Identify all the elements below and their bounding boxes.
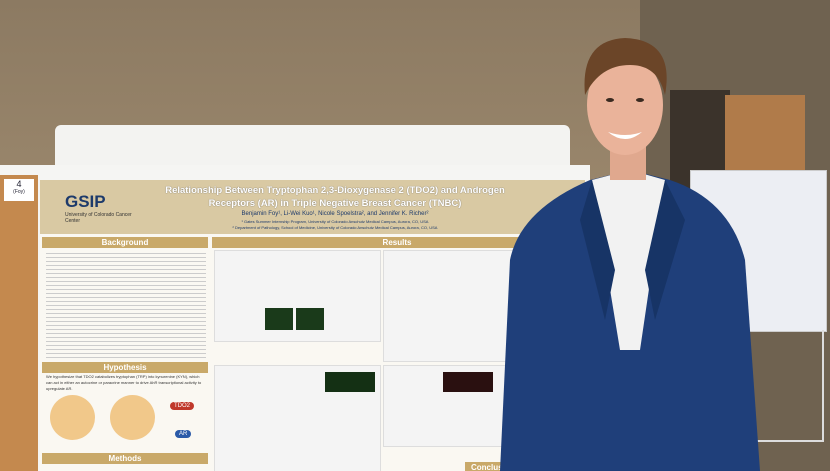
text-block <box>46 250 206 360</box>
diagram-label: AR <box>175 430 192 438</box>
poster-tube <box>55 125 570 170</box>
lapel <box>580 180 685 320</box>
authors: Benjamin Foy¹, Li-Wei Kuo¹, Nicole Spoel… <box>241 211 429 217</box>
section-header: Methods <box>42 453 208 464</box>
cell-illustration <box>110 395 155 440</box>
section-header: Hypothesis <box>42 362 208 373</box>
section-header: Background <box>42 237 208 248</box>
section-header: Conclusions <box>465 462 525 471</box>
shirt <box>592 170 665 350</box>
poster-title: Relationship Between Tryptophan 2,3-Diox… <box>165 185 505 209</box>
person <box>500 38 760 471</box>
logo-org: University of Colorado Cancer Center <box>65 212 132 224</box>
poster-header <box>40 180 585 234</box>
tag-name: (Foy) <box>13 189 25 195</box>
microscopy-image <box>265 308 293 330</box>
cork-strip <box>0 175 38 471</box>
tag-number: 4 <box>16 179 22 189</box>
eye <box>636 98 644 102</box>
cell-illustration <box>50 395 95 440</box>
board-tag: 4 (Foy) <box>4 179 34 201</box>
face <box>587 55 663 155</box>
affiliation: ² Department of Pathology, School of Med… <box>232 225 438 230</box>
hair <box>584 38 667 95</box>
microscopy-image <box>296 308 324 330</box>
eye <box>606 98 614 102</box>
microscopy-image <box>325 372 375 392</box>
logo-mark: GSIP <box>65 192 106 211</box>
section-header: Results <box>212 237 582 248</box>
microscopy-image <box>443 372 493 392</box>
diagram-label: TDO2 <box>170 402 195 410</box>
poster: GSIP University of Colorado Cancer Cente… <box>40 180 585 471</box>
hypothesis-text: We hypothesize that TDO2 catabolizes try… <box>46 374 202 391</box>
smile <box>608 132 642 139</box>
affiliation: ¹ Gates Summer Internship Program, Unive… <box>241 219 429 224</box>
